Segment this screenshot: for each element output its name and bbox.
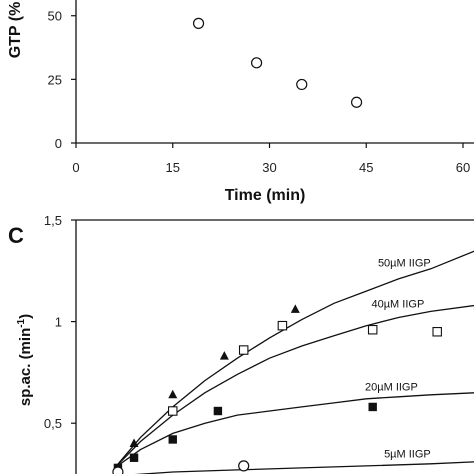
data-point-open-circle [192, 17, 205, 29]
panel-c: C 0,5 1 1,5 50µM IIGP 40µM IIGP 20µM IIGP 5µM… [8, 213, 474, 474]
data-point-open-square [367, 324, 378, 335]
data-point-open-circle [296, 78, 308, 91]
y-tick-label: 0 [55, 136, 62, 151]
x-tick-label: 0 [72, 160, 79, 175]
y-tick-label: 1 [55, 315, 62, 330]
panel-c-y-axis-label-sup: -1 [16, 318, 27, 327]
fit-curve [114, 304, 474, 469]
panel-c-y-axis-label-main: sp.ac. (min [17, 328, 34, 406]
panel-b-x-axis-label: Time (min) [225, 187, 306, 204]
data-point-open-circle [251, 57, 263, 69]
series-label: 40µM IIGP [371, 298, 424, 310]
data-point-open-circle [350, 96, 363, 108]
fit-curve [134, 461, 474, 474]
x-tick-label: 30 [262, 160, 276, 175]
data-point-open-circle [238, 460, 250, 472]
y-tick-label: 25 [48, 72, 62, 87]
panel-b-ticks: 0 15 30 45 60 0 25 50 [48, 9, 471, 175]
data-point-filled-triangle [219, 351, 229, 360]
panel-b: 0 15 30 45 60 0 25 50 GTP (% Time (min) [7, 0, 474, 204]
series-label: 5µM IIGP [384, 449, 431, 461]
panel-c-ticks: 0,5 1 1,5 [44, 213, 76, 431]
panel-c-y-axis-label-close: ) [17, 314, 34, 319]
panel-c-y-axis-label: sp.ac. (min-1) [16, 314, 34, 406]
y-tick-label: 1,5 [44, 213, 62, 228]
x-tick-label: 45 [359, 160, 373, 175]
panel-c-series-labels: 50µM IIGP 40µM IIGP 20µM IIGP 5µM IIGP [365, 258, 431, 461]
data-point-filled-square [368, 402, 377, 412]
data-point-filled-triangle [290, 304, 300, 313]
fit-curve [114, 392, 474, 469]
series-label: 50µM IIGP [378, 258, 431, 270]
panel-b-points [192, 17, 363, 108]
data-point-open-square [168, 406, 178, 416]
panel-c-letter: C [8, 223, 24, 248]
data-point-open-circle [112, 466, 124, 474]
data-point-open-square [277, 320, 288, 331]
data-point-filled-triangle [129, 438, 139, 448]
panel-c-points [112, 304, 442, 474]
data-point-filled-triangle [168, 389, 178, 399]
y-tick-label: 50 [48, 9, 62, 24]
y-tick-label: 0,5 [44, 416, 62, 431]
data-point-filled-square [213, 406, 223, 416]
x-tick-label: 60 [456, 160, 470, 175]
data-point-open-square [238, 345, 249, 355]
x-tick-label: 15 [166, 160, 180, 175]
panel-b-y-axis-label: GTP (% [7, 2, 24, 59]
data-point-filled-square [168, 435, 177, 444]
series-label: 20µM IIGP [365, 382, 418, 394]
data-point-open-square [432, 327, 442, 337]
data-point-filled-square [129, 453, 139, 462]
